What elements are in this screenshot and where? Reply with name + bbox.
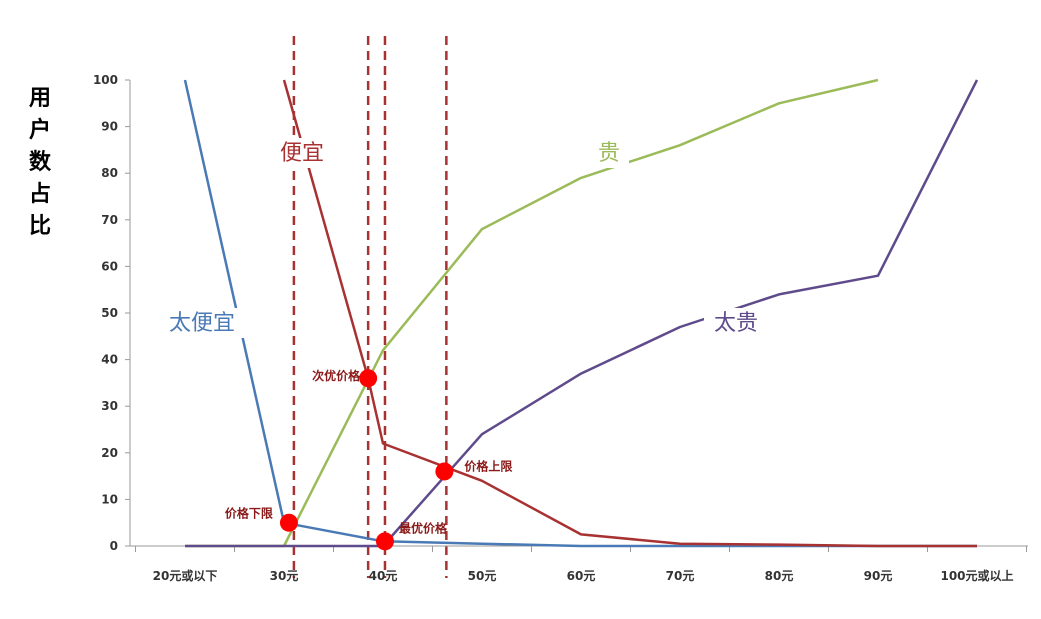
x-tick-label: 50元 (468, 569, 497, 583)
y-tick-label: 70 (101, 213, 118, 227)
series-label: 太贵 (714, 311, 758, 336)
key-point-marker (435, 462, 454, 481)
series-label-background (589, 138, 629, 168)
y-axis-label-char: 比 (29, 214, 51, 239)
series-label: 便宜 (280, 141, 324, 166)
key-point-marker (279, 513, 298, 532)
series-line (185, 79, 979, 548)
key-point-label: 价格下限 (225, 506, 273, 521)
y-tick-label: 60 (101, 259, 118, 273)
series-label: 贵 (598, 141, 620, 166)
key-point-label: 次优价格 (312, 368, 361, 383)
y-axis-label-char: 用 (29, 86, 51, 111)
y-axis-label-char: 户 (29, 117, 51, 143)
series-line (282, 79, 977, 548)
y-axis-label-char: 数 (29, 149, 52, 175)
series-line (185, 78, 879, 548)
y-tick-label: 30 (101, 399, 118, 413)
x-tick-label: 80元 (765, 569, 794, 583)
y-tick-label: 10 (101, 492, 118, 506)
series-label-background (270, 138, 334, 168)
key-point-label: 价格上限 (464, 458, 512, 473)
key-point-marker (375, 532, 394, 551)
y-tick-label: 100 (93, 73, 118, 87)
x-tick-label: 30元 (270, 569, 299, 583)
x-tick-label: 60元 (567, 569, 596, 583)
x-tick-label: 100元或以上 (940, 568, 1013, 583)
y-tick-label: 40 (101, 353, 118, 367)
series-label-background (704, 308, 768, 338)
y-tick-label: 0 (110, 539, 118, 553)
x-tick-label: 40元 (369, 569, 398, 583)
series-lines (183, 78, 979, 548)
y-axis-label-char: 占 (29, 182, 51, 207)
x-tick-label: 90元 (864, 569, 893, 583)
x-tick-label: 20元或以下 (153, 568, 218, 583)
x-tick-label: 70元 (666, 569, 695, 583)
y-tick-label: 50 (101, 306, 118, 320)
key-point-marker (359, 369, 378, 388)
y-tick-label: 90 (101, 120, 118, 134)
key-point-label: 最优价格 (399, 520, 448, 535)
series-label: 太便宜 (169, 311, 235, 336)
vertical-reference-lines (292, 36, 448, 578)
series-labels: 太便宜 便宜 贵太贵 (158, 138, 768, 338)
y-tick-label: 80 (101, 166, 118, 180)
series-label-background (158, 308, 246, 338)
y-tick-label: 20 (101, 446, 118, 460)
